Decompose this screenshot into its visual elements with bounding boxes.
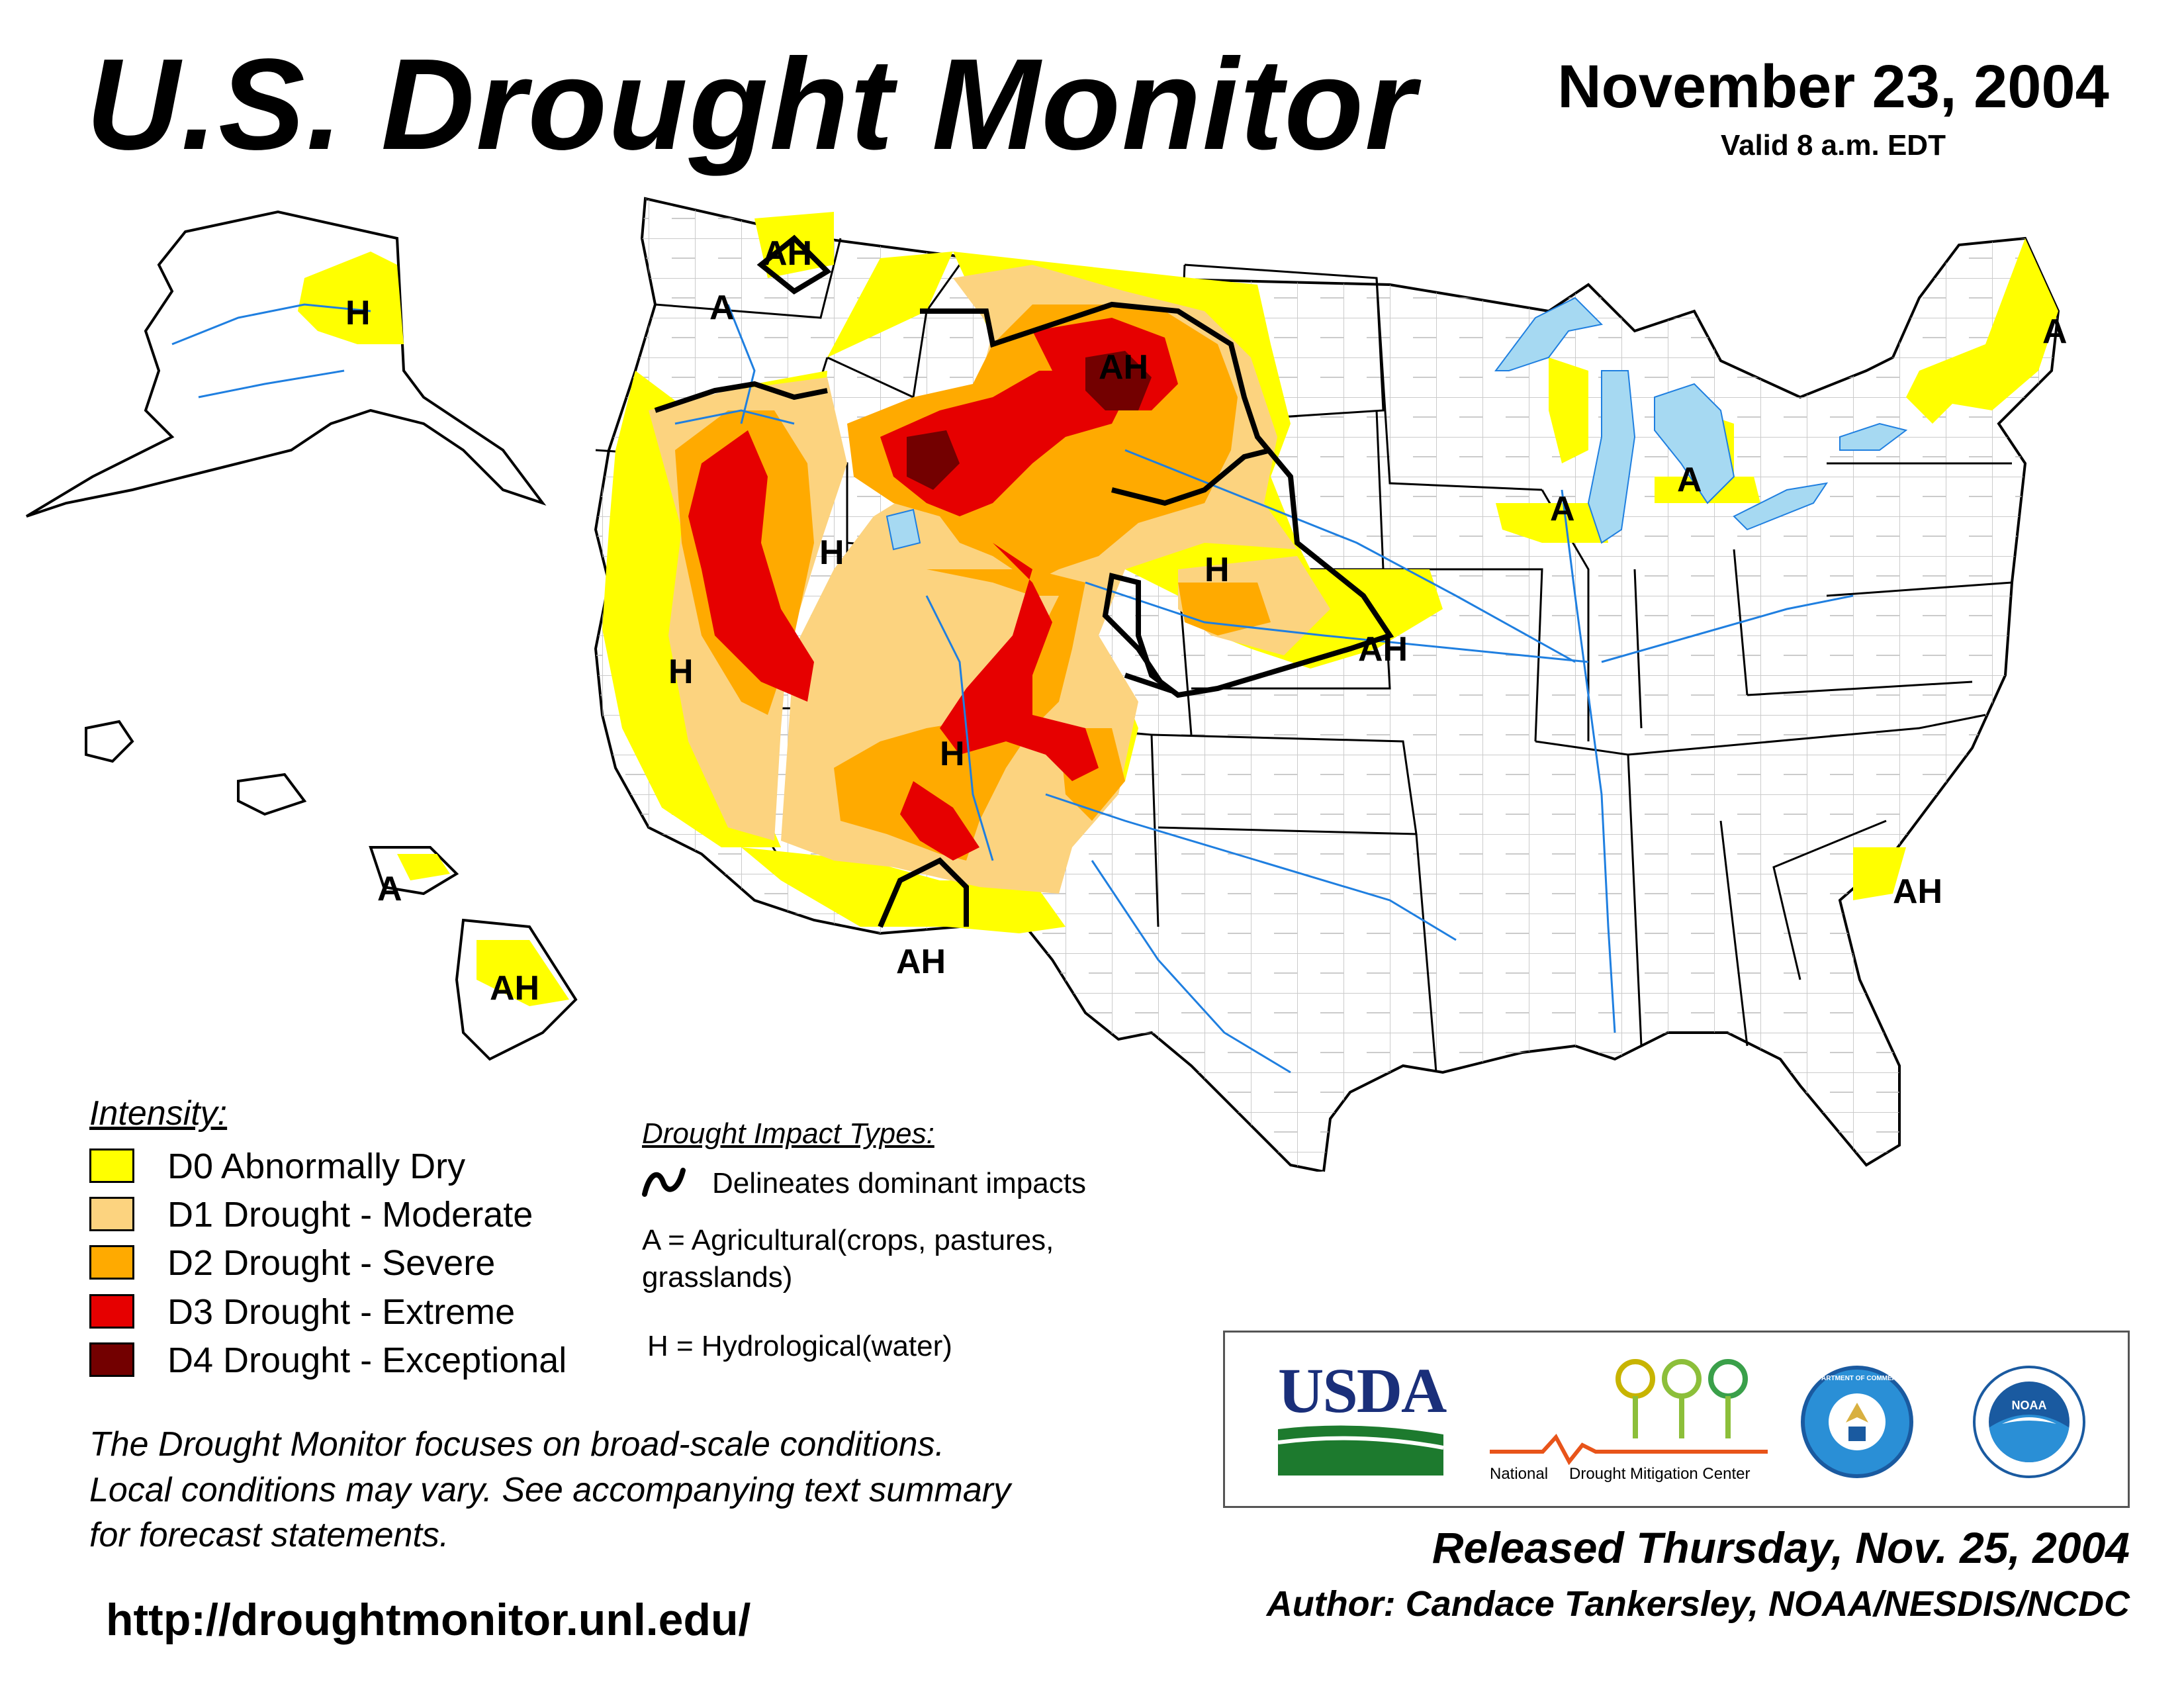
- usda-field-icon: [1277, 1425, 1444, 1476]
- partner-logos: USDA National Drought Mitigation Center …: [1223, 1331, 2130, 1508]
- map-date: November 23, 2004: [1557, 53, 2109, 120]
- lake-michigan: [1587, 370, 1636, 544]
- legend-swatch-d4: [89, 1342, 134, 1377]
- label-hawaii-a: A: [377, 870, 402, 908]
- ndmc-trees-icon: [1615, 1359, 1748, 1438]
- commerce-seal: DEPARTMENT OF COMMERCE: [1801, 1366, 1913, 1478]
- label-kansas-ah: AH: [1358, 630, 1408, 669]
- lake-ontario: [1839, 422, 1908, 451]
- impact-agricultural-text-2: grasslands): [642, 1261, 793, 1293]
- impact-agricultural-text: A = Agricultural(crops, pastures,: [642, 1224, 1054, 1256]
- lake-huron: [1654, 383, 1735, 504]
- label-maine-a: A: [2042, 312, 2068, 351]
- great-salt-lake: [886, 508, 921, 551]
- page-title: U.S. Drought Monitor: [86, 32, 1417, 177]
- author-credit: Author: Candace Tankersley, NOAA/NESDIS/…: [1266, 1584, 2130, 1624]
- impact-types-title: Drought Impact Types:: [642, 1117, 934, 1150]
- legend-swatch-d0: [89, 1149, 134, 1183]
- valid-time: Valid 8 a.m. EDT: [1721, 129, 1946, 162]
- commerce-seal-text: DEPARTMENT OF COMMERCE: [1808, 1375, 1906, 1382]
- disclaimer-line-3: for forecast statements.: [89, 1516, 449, 1555]
- legend-label-d0: D0 Abnormally Dry: [167, 1147, 466, 1186]
- label-montana-ah: AH: [1099, 348, 1148, 387]
- label-michigan-a: A: [1677, 461, 1702, 499]
- lake-erie: [1733, 482, 1829, 531]
- hawaii: [85, 720, 578, 1061]
- impact-delineates-text: Delineates dominant impacts: [712, 1167, 1086, 1199]
- hawaii-kauai: [85, 720, 134, 763]
- noaa-text: NOAA: [2011, 1399, 2047, 1412]
- disclaimer-note: The Drought Monitor focuses on broad-sca…: [89, 1422, 1011, 1558]
- drought-d4-areas: [907, 351, 1152, 490]
- legend-title: Intensity:: [89, 1094, 228, 1133]
- impact-line-icon: [642, 1168, 686, 1197]
- label-alaska-h: H: [345, 294, 371, 332]
- label-nebraska-h: H: [1205, 551, 1230, 589]
- usda-logo: USDA: [1277, 1355, 1447, 1479]
- website-url[interactable]: http://droughtmonitor.unl.edu/: [106, 1595, 751, 1645]
- drought-map: H AH A AH H H AH H H AH A A A AH A AH: [25, 197, 2068, 1172]
- ndmc-logo: National Drought Mitigation Center: [1490, 1359, 1768, 1491]
- impact-delineations: [654, 234, 1394, 928]
- label-wisconsin-a: A: [1550, 490, 1575, 528]
- label-arizona-h: H: [940, 735, 965, 773]
- label-utah-h: H: [819, 534, 844, 572]
- lake-superior: [1494, 297, 1604, 371]
- alaska-outline: [25, 210, 547, 518]
- noaa-seal: NOAA: [1973, 1366, 2085, 1478]
- legend-label-d3: D3 Drought - Extreme: [167, 1292, 516, 1332]
- legend-label-d4: D4 Drought - Exceptional: [167, 1340, 567, 1380]
- legend-swatch-d3: [89, 1294, 134, 1329]
- water-bodies: [886, 297, 1908, 551]
- usda-wordmark: USDA: [1278, 1355, 1447, 1426]
- disclaimer-line-2: Local conditions may vary. See accompany…: [89, 1470, 1011, 1509]
- impact-labels: H AH A AH H H AH H H AH A A A AH A AH: [345, 234, 2068, 1008]
- ndmc-national-text: National: [1490, 1465, 1549, 1483]
- legend-label-d1: D1 Drought - Moderate: [167, 1195, 533, 1235]
- label-washington-a: A: [709, 289, 735, 327]
- legend-swatch-d2: [89, 1245, 134, 1280]
- label-washington-ah: AH: [762, 234, 812, 273]
- label-south-carolina-ah: AH: [1893, 872, 1942, 911]
- label-california-h: H: [668, 653, 694, 691]
- legend-label-d2: D2 Drought - Severe: [167, 1243, 496, 1283]
- release-date: Released Thursday, Nov. 25, 2004: [1432, 1523, 2130, 1572]
- alaska: [25, 210, 547, 518]
- disclaimer-line-1: The Drought Monitor focuses on broad-sca…: [89, 1425, 945, 1464]
- ndmc-pulse-icon: [1490, 1433, 1768, 1465]
- hawaii-oahu: [237, 773, 307, 816]
- impact-hydrological-text: H = Hydrological(water): [647, 1330, 952, 1362]
- legend-swatch-d1: [89, 1197, 134, 1231]
- ndmc-name-text: Drought Mitigation Center: [1569, 1465, 1751, 1483]
- noaa-bird-icon: NOAA: [1989, 1382, 2070, 1462]
- label-new-mexico-ah: AH: [896, 943, 946, 981]
- commerce-eagle-icon: [1829, 1393, 1886, 1450]
- label-hawaii-ah: AH: [490, 969, 539, 1008]
